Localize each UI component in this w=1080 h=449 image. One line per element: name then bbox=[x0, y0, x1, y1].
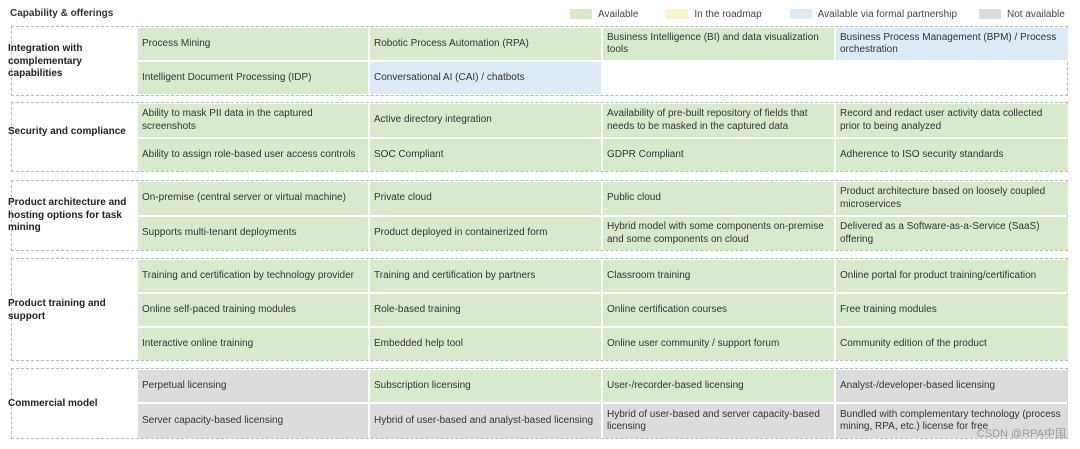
cell-cai: Conversational AI (CAI) / chatbots bbox=[370, 62, 601, 94]
legend-partnership: Available via formal partnership bbox=[789, 8, 958, 20]
section-label-security: Security and compliance bbox=[8, 126, 126, 137]
cell-active-directory: Active directory integration bbox=[370, 104, 601, 137]
cell-multi-tenant: Supports multi-tenant deployments bbox=[138, 217, 368, 250]
legend-label-partnership: Available via formal partnership bbox=[817, 8, 958, 20]
cell-user-community: Online user community / support forum bbox=[603, 328, 834, 360]
legend-swatch-roadmap bbox=[666, 9, 689, 19]
cell-hybrid-model: Hybrid model with some components on-pre… bbox=[603, 217, 834, 250]
page-title: Capability & offerings bbox=[10, 8, 114, 19]
cell-role-based-access: Ability to assign role-based user access… bbox=[138, 139, 368, 171]
cell-record-redact: Record and redact user activity data col… bbox=[836, 104, 1068, 137]
legend-swatch-available bbox=[570, 9, 592, 19]
cell-bi-tools: Business Intelligence (BI) and data visu… bbox=[603, 28, 834, 60]
cell-mask-pii: Ability to mask PII data in the captured… bbox=[138, 104, 368, 137]
legend-roadmap: In the roadmap bbox=[666, 8, 762, 20]
section-architecture bbox=[11, 180, 1068, 251]
watermark: CSDN @RPA中国 bbox=[976, 428, 1066, 440]
cell-perpetual: Perpetual licensing bbox=[138, 370, 368, 402]
section-label-training: Product training and support bbox=[8, 298, 106, 322]
cell-training-partners: Training and certification by partners bbox=[370, 260, 601, 292]
cell-online-portal: Online portal for product training/certi… bbox=[836, 260, 1068, 292]
cell-classroom-training: Classroom training bbox=[603, 260, 834, 292]
cell-user-recorder: User-/recorder-based licensing bbox=[603, 370, 834, 402]
cell-analyst-developer: Analyst-/developer-based licensing bbox=[836, 370, 1068, 402]
cell-microservices: Product architecture based on loosely co… bbox=[836, 182, 1068, 215]
section-label-architecture: Product architecture and hosting options… bbox=[8, 197, 127, 233]
cell-subscription: Subscription licensing bbox=[370, 370, 601, 402]
cell-training-provider: Training and certification by technology… bbox=[138, 260, 368, 292]
legend-swatch-partnership bbox=[789, 9, 812, 19]
section-integration bbox=[11, 26, 1068, 96]
cell-hybrid-user-server: Hybrid of user-based and server capacity… bbox=[603, 404, 834, 438]
legend-swatch-not-available bbox=[979, 9, 1002, 19]
cell-soc-compliant: SOC Compliant bbox=[370, 139, 601, 171]
section-commercial bbox=[11, 368, 1068, 439]
cell-interactive-training: Interactive online training bbox=[138, 328, 368, 360]
cell-bundled: Bundled with complementary technology (p… bbox=[836, 404, 1068, 438]
section-label-commercial: Commercial model bbox=[8, 398, 98, 409]
cell-online-certification: Online certification courses bbox=[603, 294, 834, 326]
legend-label-available: Available bbox=[598, 8, 639, 20]
cell-rpa: Robotic Process Automation (RPA) bbox=[370, 28, 601, 60]
cell-process-mining: Process Mining bbox=[138, 28, 368, 60]
cell-containerized: Product deployed in containerized form bbox=[370, 217, 601, 250]
cell-community-edition: Community edition of the product bbox=[836, 328, 1068, 360]
cell-private-cloud: Private cloud bbox=[370, 182, 601, 215]
legend-label-roadmap: In the roadmap bbox=[694, 8, 762, 20]
section-security bbox=[11, 102, 1068, 172]
cell-saas: Delivered as a Software-as-a-Service (Sa… bbox=[836, 217, 1068, 250]
legend: Available In the roadmap Available via f… bbox=[570, 8, 1065, 20]
cell-self-paced: Online self-paced training modules bbox=[138, 294, 368, 326]
cell-prebuilt-repository: Availability of pre-built repository of … bbox=[603, 104, 834, 137]
cell-hybrid-user-analyst: Hybrid of user-based and analyst-based l… bbox=[370, 404, 601, 438]
legend-available: Available bbox=[570, 9, 638, 20]
legend-label-not-available: Not available bbox=[1007, 8, 1065, 20]
cell-embedded-help: Embedded help tool bbox=[370, 328, 601, 360]
cell-iso-standards: Adherence to ISO security standards bbox=[836, 139, 1068, 171]
section-label-integration: Integration with complementary capabilit… bbox=[8, 43, 83, 79]
cell-bpm: Business Process Management (BPM) / Proc… bbox=[836, 28, 1068, 60]
legend-not-available: Not available bbox=[979, 9, 1065, 20]
cell-idp: Intelligent Document Processing (IDP) bbox=[138, 62, 368, 94]
cell-role-based-training: Role-based training bbox=[370, 294, 601, 326]
cell-gdpr-compliant: GDPR Compliant bbox=[603, 139, 834, 171]
cell-on-premise: On-premise (central server or virtual ma… bbox=[138, 182, 368, 215]
cell-free-training: Free training modules bbox=[836, 294, 1068, 326]
cell-public-cloud: Public cloud bbox=[603, 182, 834, 215]
cell-server-capacity: Server capacity-based licensing bbox=[138, 404, 368, 438]
